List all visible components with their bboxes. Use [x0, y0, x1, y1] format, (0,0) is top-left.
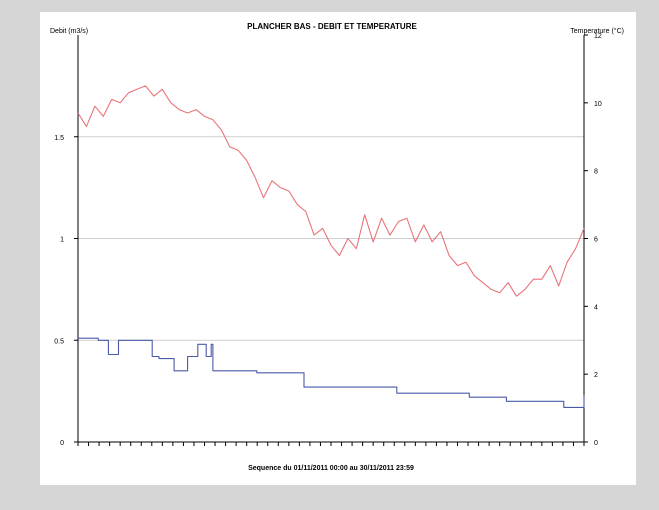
right-tick-label: 4 [594, 304, 598, 311]
right-tick-label: 8 [594, 169, 598, 176]
left-axis-label: Debit (m3/s) [50, 28, 88, 35]
right-tick-label: 2 [594, 372, 598, 379]
right-tick-label: 10 [594, 101, 602, 108]
right-tick-label: 12 [594, 33, 602, 40]
right-axis-label: Temperature (°C) [570, 27, 624, 35]
chart-panel [40, 12, 636, 485]
chart-title: PLANCHER BAS - DEBIT ET TEMPERATURE [247, 22, 417, 31]
right-tick-label: 0 [594, 440, 598, 447]
right-tick-label: 6 [594, 237, 598, 244]
x-axis-label: Sequence du 01/11/2011 00:00 au 30/11/20… [248, 465, 414, 472]
series-lines [77, 85, 585, 408]
debit-line [78, 337, 585, 408]
left-tick-label: 0 [60, 440, 64, 447]
axes: 0 0.5 1 1.5 0 2 4 6 8 10 12 [54, 33, 602, 447]
temperature-line [77, 85, 585, 297]
left-tick-label: 1 [60, 237, 64, 244]
left-tick-label: 0.5 [54, 338, 64, 345]
left-tick-label: 1.5 [54, 135, 64, 142]
grid-lines [78, 136, 584, 341]
